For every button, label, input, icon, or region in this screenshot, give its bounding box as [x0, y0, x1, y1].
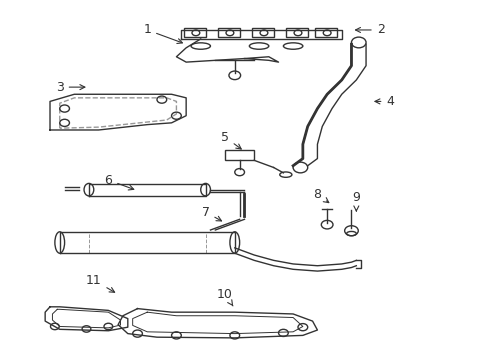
Bar: [314, 28, 336, 37]
Bar: [251, 28, 273, 37]
Text: 6: 6: [104, 174, 134, 190]
Bar: [285, 28, 307, 37]
Text: 10: 10: [217, 288, 232, 306]
Text: 11: 11: [86, 274, 114, 292]
Bar: [183, 28, 205, 37]
Text: 1: 1: [143, 23, 182, 44]
Text: 9: 9: [352, 192, 360, 211]
Text: 4: 4: [374, 95, 393, 108]
Text: 8: 8: [313, 188, 328, 203]
Bar: [217, 28, 239, 37]
Text: 5: 5: [221, 131, 241, 149]
Text: 3: 3: [56, 81, 85, 94]
Text: 7: 7: [201, 206, 221, 221]
Bar: [224, 150, 254, 160]
Text: 2: 2: [355, 23, 384, 36]
